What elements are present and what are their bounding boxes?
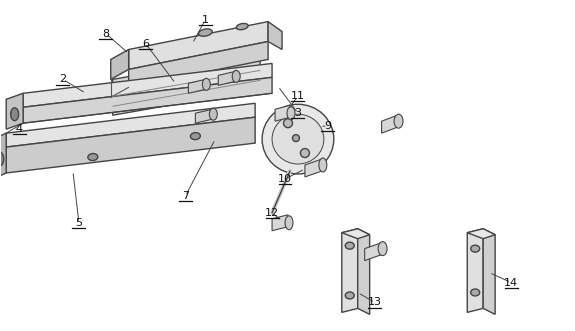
Text: 14: 14 (504, 277, 518, 288)
Text: 9: 9 (324, 121, 331, 131)
Polygon shape (189, 79, 205, 93)
Polygon shape (129, 41, 268, 87)
Polygon shape (218, 71, 235, 85)
Polygon shape (382, 115, 397, 133)
Ellipse shape (198, 29, 212, 36)
Text: 3: 3 (294, 108, 301, 118)
Text: 1: 1 (202, 15, 209, 24)
Polygon shape (272, 215, 288, 231)
Ellipse shape (285, 216, 293, 230)
Ellipse shape (262, 104, 334, 174)
Text: 10: 10 (278, 174, 292, 184)
Polygon shape (365, 243, 382, 260)
Polygon shape (111, 50, 129, 79)
Ellipse shape (11, 108, 18, 121)
Ellipse shape (283, 119, 293, 128)
Text: 2: 2 (59, 74, 67, 84)
Text: 13: 13 (367, 298, 382, 307)
Ellipse shape (471, 289, 480, 296)
Polygon shape (129, 22, 268, 70)
Ellipse shape (190, 133, 200, 140)
Polygon shape (268, 22, 282, 50)
Polygon shape (358, 229, 370, 314)
Ellipse shape (236, 24, 248, 30)
Text: 11: 11 (291, 91, 305, 101)
Ellipse shape (301, 149, 309, 158)
Ellipse shape (293, 135, 300, 142)
Polygon shape (483, 229, 495, 314)
Ellipse shape (471, 245, 480, 252)
Ellipse shape (345, 242, 354, 249)
Polygon shape (275, 105, 290, 121)
Polygon shape (6, 93, 23, 129)
Polygon shape (6, 103, 255, 147)
Text: 6: 6 (142, 38, 149, 49)
Text: 12: 12 (265, 208, 279, 218)
Polygon shape (23, 77, 272, 123)
Ellipse shape (0, 152, 3, 166)
Polygon shape (0, 133, 6, 179)
Ellipse shape (209, 108, 217, 120)
Ellipse shape (88, 154, 98, 161)
Ellipse shape (378, 242, 387, 256)
Polygon shape (113, 54, 260, 115)
Text: 8: 8 (102, 28, 109, 38)
Ellipse shape (345, 292, 354, 299)
Text: 4: 4 (16, 124, 22, 134)
Polygon shape (6, 117, 255, 173)
Polygon shape (23, 64, 272, 107)
Polygon shape (467, 229, 483, 312)
Ellipse shape (202, 78, 210, 90)
Text: 5: 5 (75, 218, 82, 228)
Polygon shape (467, 229, 495, 239)
Polygon shape (342, 229, 358, 312)
Ellipse shape (287, 107, 295, 120)
Ellipse shape (232, 71, 240, 82)
Ellipse shape (272, 114, 324, 164)
Polygon shape (305, 159, 322, 177)
Ellipse shape (394, 114, 403, 128)
Text: 7: 7 (182, 191, 189, 201)
Ellipse shape (319, 158, 327, 172)
Polygon shape (196, 109, 212, 123)
Polygon shape (342, 229, 370, 239)
